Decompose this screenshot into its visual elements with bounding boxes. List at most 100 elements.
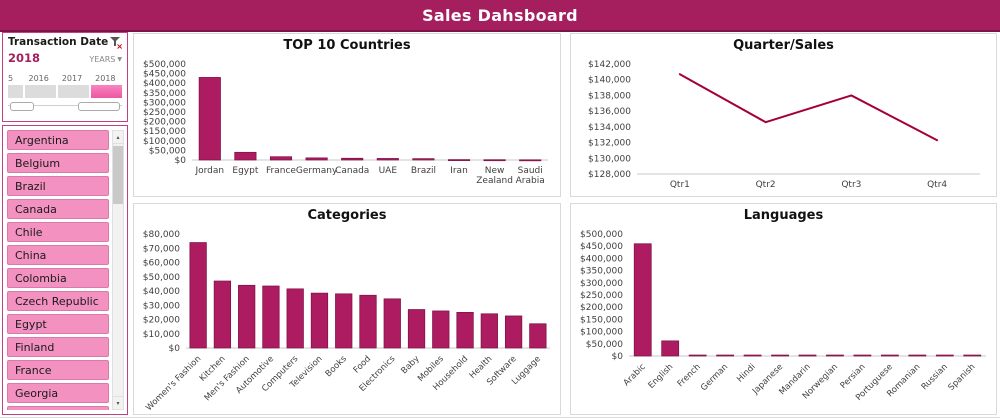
top10-countries-chart: $0$50,000$100,000$150,000$200,000$250,00… bbox=[143, 60, 548, 186]
country-slicer-item-finland[interactable]: Finland bbox=[7, 337, 109, 357]
bar-books bbox=[335, 293, 353, 349]
x-tick-label: Food bbox=[352, 354, 373, 375]
timeline-scroll-handle-left[interactable] bbox=[10, 102, 34, 111]
y-tick-label: $0 bbox=[175, 156, 187, 166]
x-tick-label: Qtr2 bbox=[756, 180, 776, 190]
bar-uae bbox=[376, 158, 399, 161]
country-slicer-item-belgium[interactable]: Belgium bbox=[7, 153, 109, 173]
timeline-scroll-track bbox=[8, 105, 122, 106]
bar-spanish bbox=[963, 354, 982, 357]
bar-mandarin bbox=[798, 354, 817, 357]
x-tick-label: Qtr3 bbox=[841, 180, 861, 190]
bar-electronics bbox=[383, 298, 401, 349]
y-tick-label: $300,000 bbox=[143, 98, 186, 108]
timeline-segment-5[interactable] bbox=[8, 85, 23, 98]
y-tick-label: $10,000 bbox=[143, 330, 180, 340]
timeline-scroll-handle-right[interactable] bbox=[78, 102, 120, 111]
bar-health bbox=[480, 313, 498, 349]
y-tick-label: $500,000 bbox=[143, 60, 186, 70]
timeline-segment-2016[interactable] bbox=[25, 85, 56, 98]
x-tick-label: UAE bbox=[379, 166, 398, 176]
country-slicer: Argentina Belgium Brazil Canada Chile China Co… bbox=[2, 125, 128, 415]
x-tick-label: Qtr1 bbox=[670, 180, 690, 190]
x-tick-label: Germany bbox=[296, 166, 338, 176]
y-tick-label: $300,000 bbox=[580, 279, 623, 289]
timeline-segment-2018[interactable] bbox=[91, 85, 122, 98]
funnel-shape bbox=[110, 37, 120, 42]
timeline-scrollbar bbox=[8, 102, 122, 111]
y-tick-label: $450,000 bbox=[580, 242, 623, 252]
quarter-sales-chart: $128,000 $130,000 $132,000 $134,000 $136,000… bbox=[588, 60, 980, 190]
x-tick-label: English bbox=[647, 362, 676, 391]
y-tick-label: $130,000 bbox=[588, 154, 631, 164]
country-slicer-item-france[interactable]: France bbox=[7, 360, 109, 380]
bar-romanian bbox=[908, 354, 927, 357]
bar-english bbox=[661, 340, 680, 357]
y-tick-label: $400,000 bbox=[580, 254, 623, 264]
timeline-year-label: 2016 bbox=[28, 74, 49, 83]
x-tick-label: French bbox=[676, 362, 703, 389]
x-tick-label: German bbox=[699, 362, 730, 393]
country-scrollbar: ▴ ▾ bbox=[112, 130, 124, 410]
country-slicer-item-china[interactable]: China bbox=[7, 245, 109, 265]
country-slicer-item-germany[interactable]: Germany bbox=[7, 406, 109, 410]
y-tick-label: $100,000 bbox=[580, 328, 623, 338]
bar-household bbox=[456, 312, 474, 349]
bar-egypt bbox=[234, 151, 257, 161]
y-tick-label: $30,000 bbox=[143, 301, 180, 311]
y-tick-label: $250,000 bbox=[580, 291, 623, 301]
bar-television bbox=[310, 292, 329, 349]
y-tick-label: $50,000 bbox=[586, 340, 623, 350]
y-tick-label: $100,000 bbox=[143, 137, 186, 147]
x-tick-label: Saudi Arabia bbox=[516, 166, 545, 186]
y-tick-label: $50,000 bbox=[143, 273, 180, 283]
scroll-up-icon[interactable]: ▴ bbox=[112, 130, 124, 144]
top10-countries-chart-panel: TOP 10 Countries $0 $50,000 $100,000 $150,0… bbox=[133, 33, 561, 197]
bar-german bbox=[716, 354, 735, 357]
x-tick-label: Egypt bbox=[232, 166, 258, 176]
y-tick-label: $80,000 bbox=[143, 230, 180, 240]
bar-persian bbox=[853, 354, 872, 357]
bar-arabic bbox=[633, 243, 652, 357]
clear-filter-icon[interactable]: × bbox=[109, 36, 123, 51]
y-tick-label: $138,000 bbox=[588, 91, 631, 101]
country-slicer-item-egypt[interactable]: Egypt bbox=[7, 314, 109, 334]
country-slicer-item-georgia[interactable]: Georgia bbox=[7, 383, 109, 403]
y-tick-label: $200,000 bbox=[580, 303, 623, 313]
country-scroll-track[interactable] bbox=[112, 144, 124, 396]
scroll-down-icon[interactable]: ▾ bbox=[112, 396, 124, 410]
chart-title: Languages bbox=[743, 208, 824, 223]
period-dropdown[interactable]: YEARS ▼ bbox=[89, 55, 122, 64]
x-tick-label: Spanish bbox=[947, 362, 978, 393]
bar-food bbox=[359, 294, 377, 349]
bar-software bbox=[504, 315, 523, 349]
country-slicer-item-colombia[interactable]: Colombia bbox=[7, 268, 109, 288]
y-tick-label: $350,000 bbox=[143, 89, 186, 99]
country-slicer-item-czech-republic[interactable]: Czech Republic bbox=[7, 291, 109, 311]
date-slicer-header-row: Transaction Date × bbox=[8, 36, 123, 51]
bar-france bbox=[269, 156, 293, 161]
x-tick-label: Women's Fashion bbox=[144, 354, 203, 413]
y-tick-label: $350,000 bbox=[580, 267, 623, 277]
x-tick-label: Qtr4 bbox=[927, 180, 947, 190]
country-slicer-item-brazil[interactable]: Brazil bbox=[7, 176, 109, 196]
country-slicer-item-chile[interactable]: Chile bbox=[7, 222, 109, 242]
x-tick-label: New Zealand bbox=[476, 166, 513, 186]
y-tick-label: $50,000 bbox=[149, 146, 186, 156]
languages-chart: $0 $50,000 $100,000 $150,000 $200,000 $250,00… bbox=[580, 230, 986, 403]
country-scroll-thumb[interactable] bbox=[113, 146, 123, 204]
country-slicer-item-canada[interactable]: Canada bbox=[7, 199, 109, 219]
chevron-down-icon: ▼ bbox=[117, 56, 122, 63]
transaction-date-slicer: Transaction Date × 2018 YEARS ▼ 5 2016 201… bbox=[2, 32, 128, 122]
bar-canada bbox=[341, 157, 364, 161]
bar-french bbox=[688, 354, 707, 357]
bar-jordan bbox=[198, 77, 221, 161]
timeline-segment-2017[interactable] bbox=[58, 85, 89, 98]
y-tick-label: $200,000 bbox=[143, 118, 186, 128]
bar-iran bbox=[447, 159, 471, 161]
chart-title: Quarter/Sales bbox=[733, 38, 834, 53]
country-slicer-item-argentina[interactable]: Argentina bbox=[7, 130, 109, 150]
bar-men-s-fashion bbox=[238, 284, 256, 349]
timeline-year-label: 2018 bbox=[95, 74, 116, 83]
country-list: Argentina Belgium Brazil Canada Chile China Co… bbox=[7, 130, 109, 410]
